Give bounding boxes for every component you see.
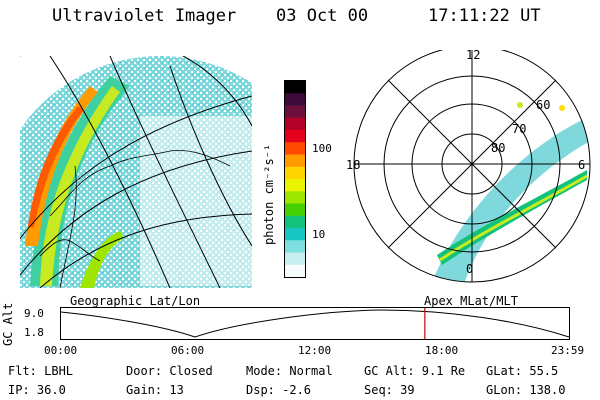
colorbar-segment: [285, 105, 305, 119]
altitude-xtick-2: 12:00: [298, 344, 332, 357]
colorbar-segment: [285, 240, 305, 253]
altitude-plot: [60, 307, 570, 340]
altitude-xtick-1: 06:00: [171, 344, 205, 357]
glat-info: GLat: 55.5: [486, 364, 559, 378]
mlt-label-0: 0: [466, 262, 474, 276]
altitude-xtick-0: 00:00: [44, 344, 78, 357]
lat-label-60: 60: [536, 98, 551, 112]
altitude-ytick-low: 1.8: [24, 326, 44, 339]
colorbar-segment: [285, 179, 305, 192]
polar-plot: [353, 50, 591, 283]
colorbar-segment: [285, 252, 305, 266]
dsp-info: Dsp: -2.6: [246, 383, 312, 397]
colorbar-segment: [285, 93, 305, 106]
altitude-ytick-high: 9.0: [24, 307, 44, 320]
time-label: 17:11:22 UT: [428, 6, 541, 26]
altitude-ylabel: GC Alt: [1, 302, 15, 346]
geographic-image: [20, 56, 252, 288]
right-panel-caption: Apex MLat/MLT: [424, 294, 518, 308]
colorbar-segment: [285, 215, 305, 229]
lat-label-70: 70: [512, 122, 527, 136]
glon-info: GLon: 138.0: [486, 383, 566, 397]
gain-info: Gain: 13: [126, 383, 184, 397]
colorbar-segment: [285, 264, 305, 278]
mlt-label-12: 12: [466, 48, 481, 62]
left-panel-caption: Geographic Lat/Lon: [70, 294, 201, 308]
colorbar-segment: [285, 142, 305, 155]
colorbar-segment: [285, 130, 305, 143]
colorbar-segment: [285, 81, 305, 94]
ip-info: IP: 36.0: [8, 383, 66, 397]
mode-info: Mode: Normal: [246, 364, 333, 378]
date-label: 03 Oct 00: [276, 6, 369, 26]
colorbar: [284, 80, 306, 278]
colorbar-unit-label: photon cm⁻²s⁻¹: [262, 143, 276, 245]
colorbar-segment: [285, 117, 305, 131]
door-info: Door: Closed: [126, 364, 213, 378]
colorbar-segment: [285, 166, 305, 180]
gc-alt-info: GC Alt: 9.1 Re: [364, 364, 466, 378]
mlt-label-18: 18: [346, 158, 361, 172]
colorbar-segment: [285, 154, 305, 168]
lat-label-80: 80: [491, 141, 506, 155]
altitude-xtick-4: 23:59: [551, 344, 585, 357]
seq-info: Seq: 39: [364, 383, 415, 397]
colorbar-tick-10: 10: [312, 228, 326, 241]
colorbar-segment: [285, 203, 305, 217]
colorbar-segment: [285, 228, 305, 241]
colorbar-tick-100: 100: [312, 142, 332, 155]
mlt-label-6: 6: [578, 158, 586, 172]
filter-info: Flt: LBHL: [8, 364, 74, 378]
colorbar-segment: [285, 191, 305, 204]
altitude-xtick-3: 18:00: [425, 344, 459, 357]
instrument-title: Ultraviolet Imager: [52, 6, 237, 26]
